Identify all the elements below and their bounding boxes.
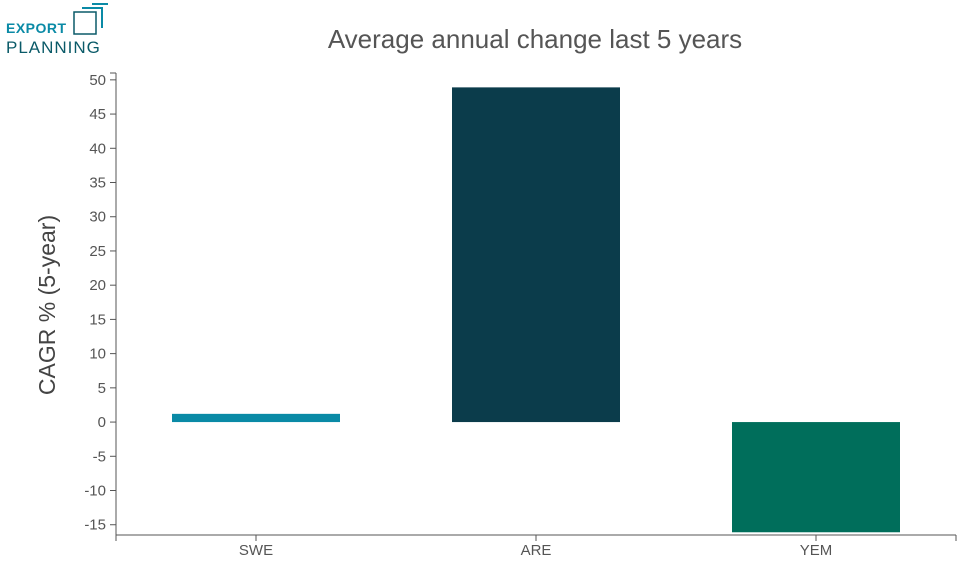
bar-yem[interactable] — [732, 422, 900, 533]
y-tick-label: -10 — [84, 483, 106, 500]
y-tick-label: 25 — [89, 243, 106, 260]
logo-text-export: EXPORT — [6, 20, 67, 36]
y-tick-label: 0 — [98, 414, 106, 431]
bars — [172, 87, 900, 533]
y-tick-label: 40 — [89, 140, 106, 157]
bar-swe[interactable] — [172, 413, 340, 423]
logo-text-planning: PLANNING — [6, 38, 101, 57]
logo-square-icon — [73, 3, 108, 35]
y-tick-label: 20 — [89, 277, 106, 294]
x-tick-label: SWE — [239, 542, 273, 559]
y-tick-label: 35 — [89, 175, 106, 192]
x-axis: SWE ARE YEM — [115, 534, 957, 559]
x-tick-label: YEM — [800, 542, 833, 559]
chart-title: Average annual change last 5 years — [327, 24, 743, 54]
y-tick-label: 10 — [89, 346, 106, 363]
y-tick-label: 45 — [89, 106, 106, 123]
y-tick-label: 15 — [89, 311, 106, 328]
y-tick-label: 50 — [89, 72, 106, 89]
export-planning-logo: EXPORT PLANNING — [6, 2, 116, 60]
y-axis-label: CAGR % (5-year) — [34, 215, 60, 395]
y-tick-label: -15 — [84, 517, 106, 534]
y-tick-label: 30 — [89, 209, 106, 226]
y-tick-label: -5 — [93, 448, 106, 465]
bar-are[interactable] — [452, 87, 620, 423]
y-tick-label: 5 — [98, 380, 106, 397]
x-tick-label: ARE — [521, 542, 552, 559]
